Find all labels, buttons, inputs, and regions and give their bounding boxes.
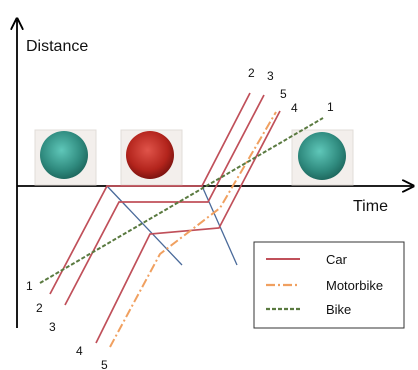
y-axis-label: Distance xyxy=(26,38,88,55)
legend: Car Motorbike Bike xyxy=(253,241,405,329)
car-trajectory-2 xyxy=(49,92,251,295)
bottom-vehicle-numbers: 1 2 3 4 5 xyxy=(26,279,108,370)
top-vehicle-numbers: 2 3 5 4 1 xyxy=(248,66,334,115)
bottom-number-4: 4 xyxy=(76,344,83,358)
bottom-number-5: 5 xyxy=(101,358,108,370)
top-number-2: 2 xyxy=(248,66,255,80)
car-trajectory-3 xyxy=(64,94,265,306)
bike-trajectory-1 xyxy=(39,117,324,284)
top-number-1: 1 xyxy=(327,100,334,114)
traffic-light-green-1 xyxy=(34,129,97,186)
traffic-light-red xyxy=(120,129,183,186)
car-trajectories xyxy=(49,92,281,344)
traffic-light-green-2 xyxy=(291,129,354,186)
top-number-5: 5 xyxy=(280,87,287,101)
green-light-icon xyxy=(40,131,88,179)
legend-motorbike-label: Motorbike xyxy=(326,278,383,293)
shockwave-lines xyxy=(106,185,238,266)
green-light-icon xyxy=(298,132,346,180)
top-number-4: 4 xyxy=(291,101,298,115)
car-trajectory-4 xyxy=(95,110,281,344)
legend-car-label: Car xyxy=(326,252,348,267)
bottom-number-1: 1 xyxy=(26,279,33,293)
legend-bike-label: Bike xyxy=(326,302,351,317)
bottom-number-2: 2 xyxy=(36,301,43,315)
motorbike-trajectory-5 xyxy=(109,111,277,348)
x-axis-label: Time xyxy=(353,198,388,215)
bottom-number-3: 3 xyxy=(49,320,56,334)
red-light-icon xyxy=(126,131,174,179)
top-number-3: 3 xyxy=(267,69,274,83)
